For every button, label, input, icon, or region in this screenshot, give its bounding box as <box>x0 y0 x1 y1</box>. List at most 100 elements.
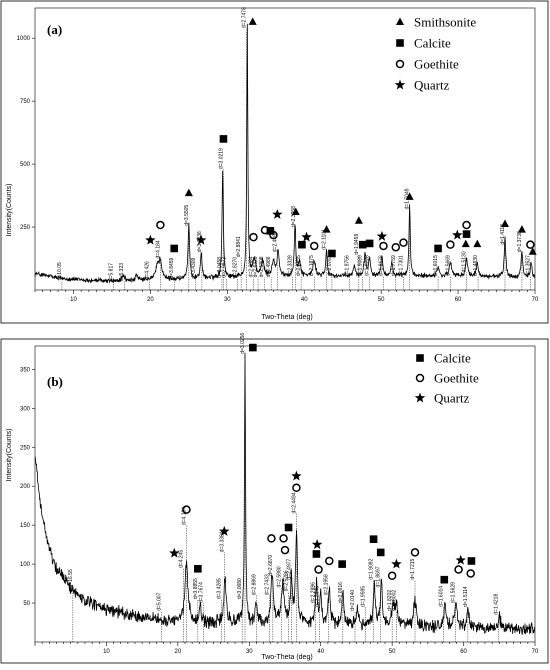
diffraction-trace <box>34 352 536 635</box>
d-spacing-label: d=1.5669 <box>445 255 451 276</box>
square-marker <box>194 564 202 573</box>
circle-marker <box>279 534 288 543</box>
circle-marker <box>260 225 270 235</box>
d-spacing-label: d=2.9873 <box>222 257 228 278</box>
d-spacing-label: d=3.0256 <box>240 333 246 354</box>
d-spacing-label: d=1.7215 <box>410 558 416 579</box>
star-marker <box>376 230 388 241</box>
d-spacing-label: d=1.4830 <box>473 255 479 276</box>
legend-triangle-icon <box>396 17 404 25</box>
panel-b-label: (b) <box>47 374 63 389</box>
circle-marker <box>526 240 535 249</box>
d-spacing-label: d=16.55 <box>68 569 74 587</box>
d-spacing-label: d=3.5505 <box>184 205 190 226</box>
x-tick-label: 10 <box>70 297 77 303</box>
d-spacing-label: d=3.0458 <box>217 257 223 278</box>
triangle-marker <box>473 239 482 248</box>
circle-marker <box>387 571 397 581</box>
d-spacing-label: d=1.8202 <box>387 590 393 611</box>
star-marker <box>169 547 180 558</box>
x-tick-label: 70 <box>532 297 539 303</box>
star-marker <box>195 234 207 245</box>
d-spacing-label: d=5.323 <box>119 263 125 281</box>
d-spacing-label: d=1.7301 <box>398 255 404 276</box>
legend-square-icon <box>416 354 424 362</box>
d-spacing-label: d=2.4494 <box>291 492 297 513</box>
y-tick-label: 300 <box>20 406 31 412</box>
x-tick-label: 60 <box>460 649 467 655</box>
legend-label: Calcite <box>414 36 451 51</box>
circle-marker <box>391 242 401 252</box>
x-tick-label: 40 <box>317 649 324 655</box>
square-marker <box>284 523 293 532</box>
y-tick-label: 100 <box>20 562 31 568</box>
circle-marker <box>379 241 388 251</box>
plot-frame <box>34 7 536 291</box>
legend-label: Quartz <box>434 391 470 406</box>
d-spacing-label: d=10.05 <box>57 262 63 280</box>
d-spacing-label: d=5.007 <box>156 592 162 610</box>
square-marker <box>369 535 378 543</box>
square-marker <box>462 230 471 238</box>
triangle-marker <box>322 225 331 233</box>
circle-marker <box>309 241 319 251</box>
x-tick-label: 60 <box>455 297 462 303</box>
d-spacing-label: d=2.0140 <box>350 590 356 611</box>
star-marker <box>291 470 302 481</box>
x-tick-label: 50 <box>389 649 396 655</box>
d-spacing-label: d=1.9595 <box>361 586 367 607</box>
x-tick-label: 30 <box>246 649 253 655</box>
d-spacing-label: d=2.0916 <box>338 582 344 603</box>
d-spacing-label: d=1.5114 <box>463 586 469 607</box>
legend-circle-icon <box>395 59 405 69</box>
d-spacing-label: d=2.7478 <box>242 7 248 28</box>
d-spacing-label: d=1.3738 <box>517 231 523 252</box>
d-spacing-label: d=1.6014 <box>439 586 445 607</box>
star-marker <box>272 208 283 219</box>
d-spacing-label: d=3.4309 <box>191 257 197 278</box>
legend-star-icon <box>414 392 426 403</box>
circle-marker <box>462 220 471 230</box>
circle-marker <box>156 220 165 230</box>
y-tick-label: 200 <box>20 484 31 490</box>
d-spacing-label: d=1.5629 <box>451 582 457 603</box>
d-spacing-label: d=1.4218 <box>494 594 500 615</box>
d-spacing-label: d=4.184 <box>181 507 187 525</box>
legend-label: Smithsonite <box>414 15 476 30</box>
x-tick-label: 20 <box>147 297 154 303</box>
x-tick-label: 10 <box>103 649 110 655</box>
square-marker <box>312 550 321 558</box>
d-spacing-label: d=2.6320 <box>253 256 259 277</box>
d-spacing-label: d=2.5808 <box>259 256 265 277</box>
d-spacing-label: d=2.5980 <box>276 566 282 587</box>
triangle-marker <box>501 219 509 228</box>
y-tick-label: 250 <box>20 225 31 231</box>
d-spacing-label: d=3.3384 <box>219 531 225 552</box>
square-marker <box>338 560 346 568</box>
d-spacing-label: d=3.7674 <box>199 582 205 603</box>
y-tick-label: 250 <box>20 445 31 451</box>
star-marker <box>301 231 312 242</box>
circle-marker <box>314 565 323 574</box>
panel-a-border <box>0 0 549 324</box>
d-spacing-label: d=2.5286 <box>284 570 290 591</box>
triangle-marker <box>291 207 300 215</box>
legend-label: Calcite <box>434 351 471 366</box>
d-spacing-label: d=2.1875 <box>309 255 315 276</box>
d-spacing-label: d=1.3527 <box>525 255 531 276</box>
d-spacing-label: d=1.8728 <box>365 255 371 276</box>
star-marker <box>455 554 466 565</box>
panel-a-label: (a) <box>47 22 62 37</box>
d-spacing-label: d=2.7433 <box>264 574 270 595</box>
legend-label: Goethite <box>414 57 459 72</box>
d-spacing-label: d=2.8869 <box>251 574 257 595</box>
panel-a-plot-area: d=10.05 d=5.817 d=5.323 d=4.426 d=4.184 d=3.8… <box>17 7 539 303</box>
d-spacing-label: d=2.1958 <box>324 574 330 595</box>
triangle-marker <box>248 17 257 25</box>
y-tick-label: 500 <box>20 162 31 168</box>
y-tick-label: 50 <box>23 601 30 607</box>
square-marker <box>358 240 367 249</box>
